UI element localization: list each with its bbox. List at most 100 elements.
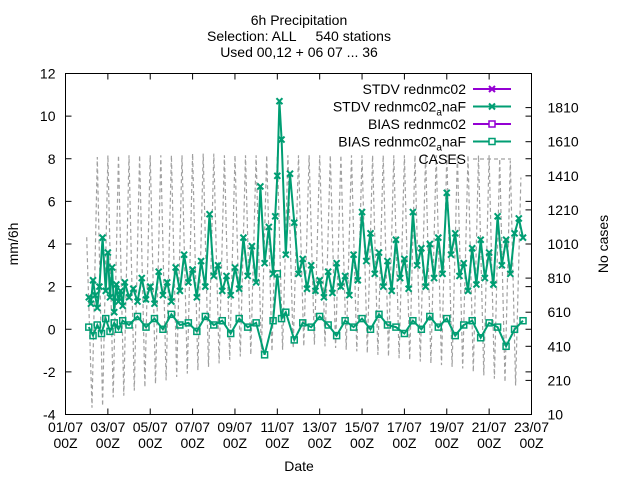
data-point — [248, 242, 256, 250]
y-tick-label: 0 — [48, 321, 56, 337]
data-point — [459, 321, 468, 329]
data-point — [210, 321, 218, 329]
data-point — [197, 257, 205, 265]
data-point — [417, 325, 426, 333]
data-point — [315, 276, 324, 284]
data-point — [125, 321, 133, 329]
legend-label-subscript: a — [436, 108, 442, 119]
data-point — [464, 287, 472, 295]
data-point — [235, 285, 243, 293]
x-tick-label-hour: 00Z — [265, 435, 290, 451]
data-point — [451, 331, 459, 340]
data-point — [176, 321, 184, 329]
data-point — [265, 223, 273, 231]
data-point — [447, 250, 455, 259]
data-point — [392, 236, 400, 244]
bias-series — [85, 270, 527, 359]
data-point — [451, 229, 459, 238]
x-tick-label-hour: 00Z — [223, 435, 248, 451]
data-point — [493, 212, 502, 221]
data-point — [366, 325, 375, 333]
data-point — [320, 293, 328, 301]
data-point — [269, 316, 277, 325]
data-point — [443, 314, 451, 323]
data-point — [176, 287, 184, 295]
data-point — [489, 280, 498, 289]
data-point — [104, 248, 112, 257]
y-tick-label: 2 — [48, 279, 56, 295]
data-point — [282, 308, 290, 316]
x-tick-label-hour: 00Z — [181, 435, 206, 451]
data-point — [434, 323, 443, 331]
data-point — [341, 316, 349, 325]
data-point — [354, 276, 362, 284]
data-point — [201, 312, 210, 321]
data-point — [108, 263, 116, 272]
data-point — [93, 304, 101, 312]
data-point — [180, 250, 188, 259]
y2-tick-label: 1210 — [548, 202, 579, 218]
data-point — [519, 316, 527, 325]
data-point — [252, 278, 260, 287]
data-point — [277, 135, 286, 144]
x-tick-label-hour: 00Z — [392, 435, 417, 451]
data-point — [409, 316, 417, 325]
data-point — [434, 233, 443, 242]
data-point — [366, 229, 375, 238]
data-point — [133, 312, 142, 321]
data-point — [106, 293, 114, 301]
x-tick-label: 01/07 — [48, 419, 83, 435]
x-tick-label: 19/07 — [429, 419, 464, 435]
data-point — [337, 282, 345, 291]
y-tick-label: 4 — [48, 236, 56, 252]
x-tick-label: 11/07 — [260, 419, 294, 435]
data-point — [167, 310, 176, 319]
data-point — [159, 291, 167, 299]
data-point — [438, 270, 447, 278]
data-point — [118, 316, 127, 325]
data-point — [417, 244, 426, 252]
data-point — [299, 255, 307, 263]
data-point — [472, 280, 481, 289]
y-tick-label: -2 — [43, 364, 56, 380]
data-point — [315, 312, 324, 321]
legend-label-subscript: a — [436, 143, 442, 154]
chart-title-line-3: Used 00,12 + 06 07 ... 36 — [220, 44, 378, 60]
data-point — [110, 308, 118, 316]
legend-label: BIAS rednmc02 — [368, 116, 466, 132]
data-point — [129, 285, 137, 293]
x-tick-label-hour: 00Z — [435, 435, 460, 451]
data-point — [222, 272, 231, 280]
data-point — [358, 314, 366, 323]
data-point — [110, 319, 118, 327]
data-point — [443, 189, 451, 197]
x-axis-label: Date — [284, 458, 314, 474]
data-point — [193, 327, 201, 336]
cases-series — [86, 153, 522, 408]
data-point — [121, 278, 129, 287]
data-point — [481, 274, 489, 282]
data-point — [201, 282, 210, 291]
data-point — [277, 314, 286, 323]
legend-marker-x — [488, 85, 496, 93]
x-tick-label: 23/07 — [514, 419, 549, 435]
data-point — [362, 257, 370, 265]
data-point — [468, 316, 476, 325]
data-point — [142, 295, 150, 304]
data-point — [125, 293, 133, 301]
data-point — [455, 272, 464, 280]
data-point — [150, 314, 159, 323]
x-tick-label-hour: 00Z — [477, 435, 502, 451]
data-point — [243, 323, 252, 331]
data-point — [485, 319, 493, 327]
data-point — [85, 323, 93, 331]
data-point — [271, 212, 279, 221]
x-tick-label-hour: 00Z — [138, 435, 163, 451]
data-point — [476, 236, 485, 244]
legend-label-main: STDV rednmc02 — [333, 99, 437, 115]
y-axis-label: mm/6h — [5, 223, 21, 266]
data-point — [383, 321, 392, 329]
chart-title-line-2: Selection: ALL 540 stations — [207, 28, 391, 44]
